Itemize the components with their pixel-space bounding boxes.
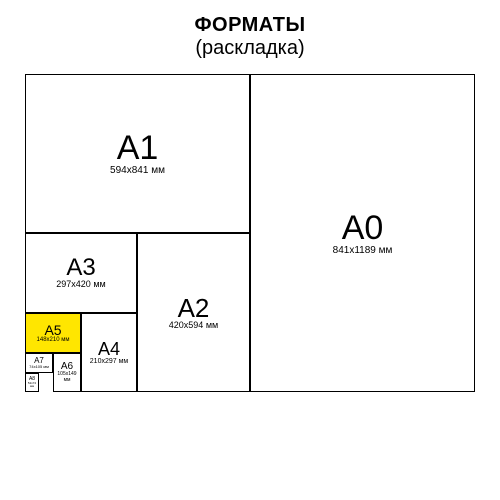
header: ФОРМАТЫ (раскладка) [0, 0, 500, 60]
format-a4: А4210х297 мм [81, 313, 137, 392]
format-a3-dims: 297х420 мм [56, 280, 105, 290]
format-a6-dims: 105х149 мм [54, 372, 80, 383]
format-a4-dims: 210х297 мм [90, 358, 128, 366]
format-a5: А5148х210 мм [25, 313, 81, 353]
format-a8-dims: 52х74 мм [26, 382, 38, 389]
format-a2: А2420х594 мм [137, 233, 250, 392]
format-a7-dims: 74х105 мм [29, 365, 49, 369]
page-title: ФОРМАТЫ [0, 14, 500, 37]
format-a0-dims: 841х1189 мм [333, 245, 393, 256]
format-a3: А3297х420 мм [25, 233, 137, 313]
format-a7: А774х105 мм [25, 353, 53, 373]
format-a0: А0841х1189 мм [250, 74, 475, 392]
format-a8: А852х74 мм [25, 373, 39, 392]
format-a4-name: А4 [98, 340, 120, 358]
format-a3-name: А3 [66, 256, 95, 280]
format-a5-dims: 148х210 мм [37, 337, 70, 344]
format-a5-name: А5 [44, 323, 61, 337]
format-a0-name: А0 [342, 211, 384, 245]
paper-format-diagram: А0841х1189 ммА1594х841 ммА2420х594 ммА32… [25, 74, 475, 392]
format-a2-name: А2 [178, 295, 210, 321]
page-subtitle: (раскладка) [0, 37, 500, 60]
format-a1-name: А1 [117, 131, 159, 165]
format-a2-dims: 420х594 мм [169, 321, 218, 331]
format-a1: А1594х841 мм [25, 74, 250, 233]
format-a1-dims: 594х841 мм [110, 165, 165, 176]
format-a6: А6105х149 мм [53, 353, 81, 392]
